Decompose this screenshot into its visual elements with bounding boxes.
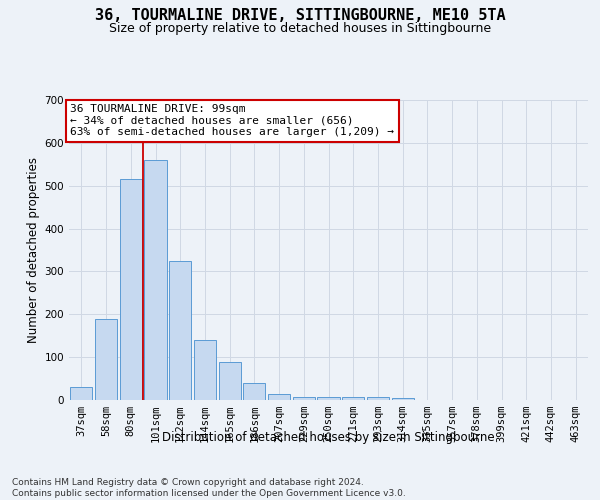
Text: 36 TOURMALINE DRIVE: 99sqm
← 34% of detached houses are smaller (656)
63% of sem: 36 TOURMALINE DRIVE: 99sqm ← 34% of deta… — [70, 104, 394, 138]
Bar — [145, 160, 167, 400]
Bar — [243, 383, 265, 400]
Bar — [268, 394, 290, 400]
Bar — [218, 362, 241, 400]
Bar — [169, 260, 191, 400]
Bar — [392, 398, 414, 400]
Text: Size of property relative to detached houses in Sittingbourne: Size of property relative to detached ho… — [109, 22, 491, 35]
Bar — [119, 180, 142, 400]
Text: Distribution of detached houses by size in Sittingbourne: Distribution of detached houses by size … — [163, 431, 495, 444]
Text: Contains HM Land Registry data © Crown copyright and database right 2024.
Contai: Contains HM Land Registry data © Crown c… — [12, 478, 406, 498]
Bar — [293, 396, 315, 400]
Text: 36, TOURMALINE DRIVE, SITTINGBOURNE, ME10 5TA: 36, TOURMALINE DRIVE, SITTINGBOURNE, ME1… — [95, 8, 505, 22]
Bar — [95, 318, 117, 400]
Bar — [194, 340, 216, 400]
Bar — [342, 396, 364, 400]
Y-axis label: Number of detached properties: Number of detached properties — [28, 157, 40, 343]
Bar — [367, 396, 389, 400]
Bar — [70, 387, 92, 400]
Bar — [317, 396, 340, 400]
